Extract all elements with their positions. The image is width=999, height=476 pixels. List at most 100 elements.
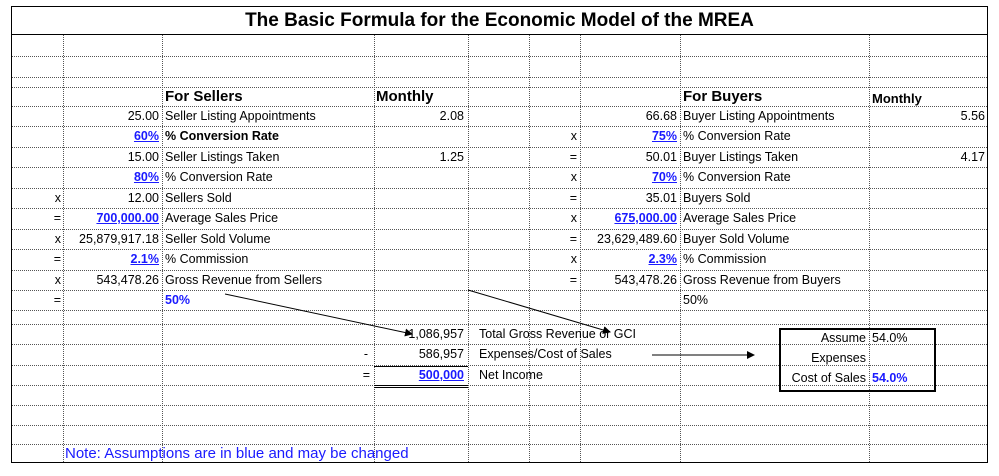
sellers-label: Gross Revenue from Sellers <box>165 273 323 287</box>
grid-line <box>374 35 375 462</box>
buyers-monthly <box>872 290 985 310</box>
sellers-monthly <box>376 208 464 228</box>
assume-label: Assume <box>820 331 866 345</box>
buyers-operator <box>531 290 577 310</box>
sellers-value[interactable]: 80% <box>133 170 159 184</box>
sellers-label[interactable]: 50% <box>165 293 191 307</box>
buyers-label: % Conversion Rate <box>683 129 791 143</box>
cost-of-sales-value[interactable]: 54.0% <box>872 371 908 385</box>
grid-line <box>12 365 987 366</box>
sellers-operator <box>12 167 61 187</box>
sellers-value: 15.00 <box>127 150 159 164</box>
grid-line <box>529 35 530 462</box>
assume-expenses-label: Expenses <box>811 351 866 365</box>
buyers-monthly <box>872 126 985 146</box>
buyers-monthly <box>872 229 985 249</box>
sellers-label: Seller Listing Appointments <box>165 109 316 123</box>
grid-line <box>12 147 987 148</box>
grid-line <box>63 35 64 462</box>
sellers-monthly <box>376 290 464 310</box>
buyers-value <box>581 290 677 310</box>
sellers-operator <box>12 126 61 146</box>
sellers-monthly <box>376 270 464 290</box>
sellers-value[interactable]: 700,000.00 <box>96 211 159 225</box>
buyers-operator: = <box>569 150 577 164</box>
buyers-operator: = <box>569 232 577 246</box>
sellers-label: % Conversion Rate <box>165 129 279 143</box>
sellers-monthly <box>376 167 464 187</box>
grid-line <box>12 385 987 386</box>
buyers-label: Buyer Sold Volume <box>683 232 790 246</box>
buyers-value: 35.01 <box>645 191 677 205</box>
sellers-label: % Commission <box>165 252 249 266</box>
buyers-header: For Buyers <box>683 88 763 105</box>
buyers-value[interactable]: 2.3% <box>648 252 678 266</box>
net-income-underline <box>374 366 468 388</box>
buyers-monthly-header: Monthly <box>872 91 922 106</box>
sellers-operator: = <box>53 211 61 225</box>
buyers-value[interactable]: 675,000.00 <box>614 211 677 225</box>
grid-line <box>468 35 469 462</box>
buyers-operator: = <box>569 273 577 287</box>
assume-value: 54.0% <box>872 331 908 345</box>
buyers-monthly: 4.17 <box>960 150 985 164</box>
sellers-value[interactable] <box>64 290 159 310</box>
net-income-label: Net Income <box>479 368 543 382</box>
net-income-value[interactable]: 500,000 <box>418 368 464 382</box>
buyers-value: 543,478.26 <box>614 273 677 287</box>
grid-line <box>869 35 870 462</box>
sellers-operator: x <box>54 191 61 205</box>
sellers-label: % Conversion Rate <box>165 170 273 184</box>
sellers-operator: x <box>54 273 61 287</box>
sellers-operator <box>12 147 61 167</box>
buyers-operator: = <box>569 191 577 205</box>
sellers-monthly <box>376 188 464 208</box>
sellers-operator: = <box>53 293 61 307</box>
gross-revenue-value: 1,086,957 <box>408 327 464 341</box>
buyers-label: Gross Revenue from Buyers <box>683 273 841 287</box>
expenses-operator: - <box>363 347 368 361</box>
cost-of-sales-label: Cost of Sales <box>791 371 866 385</box>
gross-revenue-label: Total Gross Revenue or GCI <box>479 327 637 341</box>
buyers-value[interactable]: 75% <box>651 129 677 143</box>
grid-line <box>12 229 987 230</box>
spreadsheet: The Basic Formula for the Economic Model… <box>11 6 988 463</box>
buyers-value[interactable]: 70% <box>651 170 677 184</box>
buyers-value: 50.01 <box>645 150 677 164</box>
assumption-box <box>779 328 936 392</box>
buyers-monthly <box>872 208 985 228</box>
buyers-monthly <box>872 188 985 208</box>
sellers-operator <box>12 106 61 126</box>
sellers-operator: x <box>54 232 61 246</box>
grid-line <box>12 444 987 445</box>
buyers-label: 50% <box>683 293 709 307</box>
buyers-monthly <box>872 167 985 187</box>
sellers-value[interactable]: 2.1% <box>130 252 160 266</box>
buyers-value: 23,629,489.60 <box>597 232 677 246</box>
grid-line <box>12 126 987 127</box>
sellers-monthly: 1.25 <box>439 150 464 164</box>
net-income-operator: = <box>362 368 370 382</box>
sellers-value: 543,478.26 <box>96 273 159 287</box>
sellers-label: Average Sales Price <box>165 211 279 225</box>
expenses-label: Expenses/Cost of Sales <box>479 347 612 361</box>
grid-line <box>12 310 987 311</box>
buyers-label: Average Sales Price <box>683 211 797 225</box>
expenses-value: 586,957 <box>418 347 464 361</box>
sellers-value: 12.00 <box>127 191 159 205</box>
grid-line <box>12 56 987 57</box>
buyers-value: 66.68 <box>645 109 677 123</box>
grid-line <box>12 167 987 168</box>
buyers-label: % Conversion Rate <box>683 170 791 184</box>
sheet-title: The Basic Formula for the Economic Model… <box>12 7 987 35</box>
sellers-value[interactable]: 60% <box>133 129 159 143</box>
buyers-label: % Commission <box>683 252 767 266</box>
buyers-operator <box>531 106 577 126</box>
sellers-monthly <box>376 126 464 146</box>
grid-line <box>12 208 987 209</box>
sellers-label: Seller Sold Volume <box>165 232 271 246</box>
grid-line <box>12 106 987 107</box>
grid-line <box>680 35 681 462</box>
buyers-monthly: 5.56 <box>960 109 985 123</box>
sellers-value: 25.00 <box>127 109 159 123</box>
